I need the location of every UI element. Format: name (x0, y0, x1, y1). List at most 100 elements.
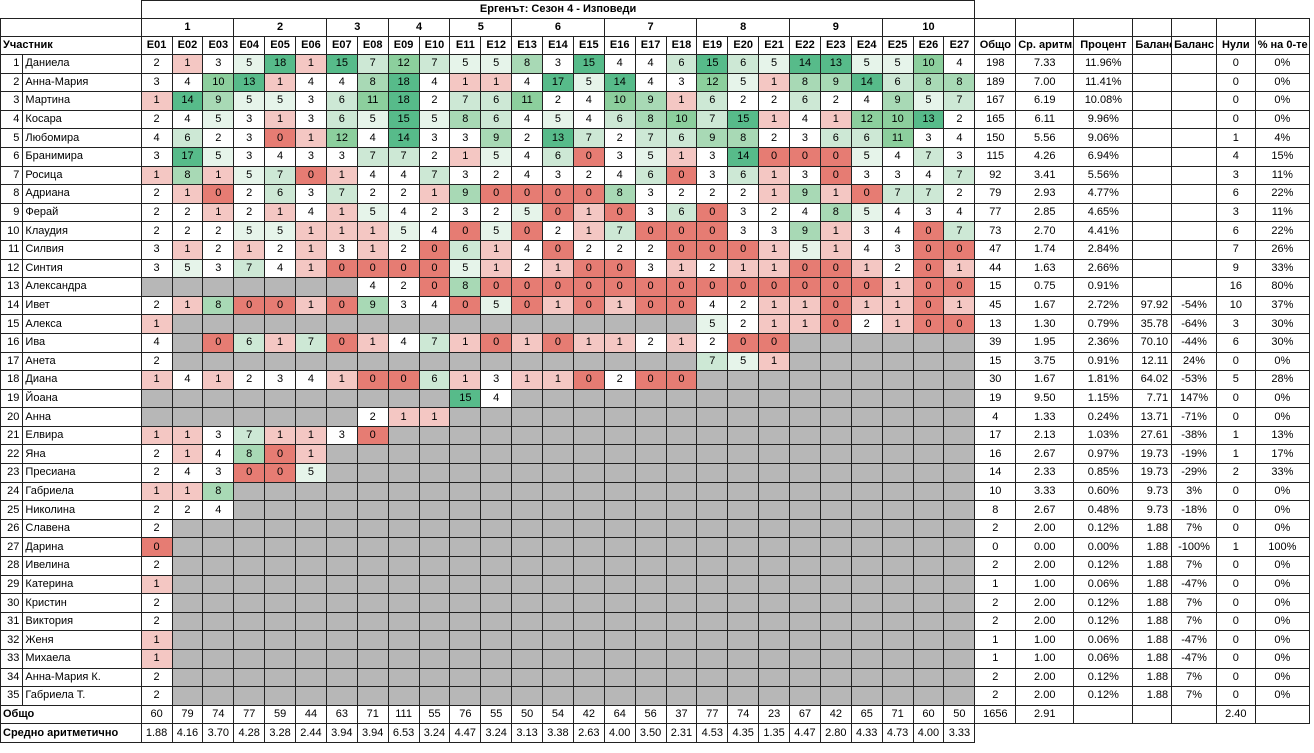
empty-cell (850, 611, 883, 632)
empty-cell (572, 593, 605, 613)
row-number: 18 (0, 370, 24, 390)
score-cell: 2 (140, 54, 173, 74)
score-cell: 5 (480, 221, 513, 241)
score-cell: 0 (943, 277, 976, 297)
episode-header: E10 (418, 36, 451, 55)
row-avg: 1.00 (1015, 630, 1075, 650)
row-balance1: 13.71 (1132, 407, 1173, 427)
score-cell: 4 (696, 295, 729, 316)
score-cell: 6 (325, 91, 358, 111)
empty-cell (943, 556, 976, 576)
score-cell: 7 (912, 146, 945, 167)
row-avg: 7.33 (1015, 54, 1075, 74)
score-cell: 3 (789, 165, 821, 186)
empty-cell (449, 314, 482, 334)
score-cell: 0 (912, 295, 945, 316)
score-cell: 4 (418, 221, 451, 241)
empty-cell (696, 444, 729, 465)
score-cell: 0 (850, 184, 883, 204)
score-cell: 0 (665, 277, 698, 297)
score-cell: 4 (387, 332, 420, 353)
score-cell: 1 (202, 165, 235, 186)
row-balance1: 9.73 (1132, 500, 1173, 520)
row-avg: 1.67 (1015, 370, 1075, 390)
empty-cell (449, 407, 482, 427)
score-cell: 6 (480, 109, 513, 130)
row-number: 21 (0, 425, 24, 446)
row-number: 35 (0, 686, 24, 706)
score-cell: 3 (696, 146, 729, 167)
score-cell: 4 (943, 128, 976, 148)
empty-cell (665, 686, 698, 706)
empty-cell (696, 463, 729, 483)
score-cell: 15 (387, 109, 420, 130)
score-cell: 2 (727, 295, 760, 316)
average-cell: 3.70 (202, 723, 235, 743)
empty-cell (542, 649, 574, 669)
row-total: 2 (974, 686, 1017, 706)
empty-cell (264, 388, 297, 409)
score-cell: 4 (202, 500, 235, 520)
totals-label: Общо (0, 704, 142, 725)
row-balance2 (1171, 202, 1217, 223)
empty-cell (943, 481, 976, 502)
empty-cell (943, 407, 976, 427)
empty-cell (634, 611, 667, 632)
empty-cell (325, 686, 358, 706)
empty-cell (819, 388, 852, 409)
empty-cell (295, 686, 327, 706)
score-cell: 0 (727, 332, 760, 353)
empty-cell (511, 481, 544, 502)
empty-cell (758, 444, 791, 465)
empty-cell (727, 388, 760, 409)
row-pct: 0.79% (1073, 314, 1134, 334)
row-avg: 2.93 (1015, 184, 1075, 204)
score-cell: 1 (418, 407, 451, 427)
score-cell: 6 (264, 184, 297, 204)
score-cell: 3 (233, 146, 266, 167)
balance2-header: Баланс (1171, 36, 1217, 55)
empty-cell (758, 518, 791, 539)
score-cell: 4 (295, 72, 327, 93)
row-total: 15 (974, 351, 1017, 372)
empty-cell (202, 351, 235, 372)
row-balance1: 1.88 (1132, 667, 1173, 688)
episode-header: E06 (295, 36, 327, 55)
row-number: 26 (0, 518, 24, 539)
empty-cell (449, 556, 482, 576)
average-cell: 3.50 (634, 723, 667, 743)
total-cell: 76 (449, 704, 482, 725)
score-cell: 4 (480, 388, 513, 409)
empty-cell (542, 425, 574, 446)
row-balance2: 147% (1171, 388, 1217, 409)
score-cell: 1 (758, 258, 791, 279)
score-cell: 7 (356, 54, 389, 74)
row-balance2: 7% (1171, 686, 1217, 706)
score-cell: 12 (696, 72, 729, 93)
row-total: 4 (974, 407, 1017, 427)
corner-blank (1, 1, 142, 19)
empty-cell (264, 351, 297, 372)
episode-header: E11 (449, 36, 482, 55)
participant-name: Пресиана (22, 463, 142, 483)
score-cell: 3 (881, 239, 914, 260)
score-cell: 2 (819, 91, 852, 111)
empty-cell (233, 574, 266, 595)
score-cell: 4 (634, 54, 667, 74)
empty-cell (264, 630, 297, 650)
empty-cell (418, 351, 451, 372)
row-balance1: 35.78 (1132, 314, 1173, 334)
score-cell: 1 (758, 351, 791, 372)
empty-cell (418, 518, 451, 539)
score-cell: 3 (665, 72, 698, 93)
empty-cell (789, 444, 821, 465)
empty-cell (542, 388, 574, 409)
empty-cell (387, 667, 420, 688)
empty-cell (603, 481, 636, 502)
score-cell: 12 (387, 54, 420, 74)
row-avg: 5.56 (1015, 128, 1075, 148)
empty-cell (233, 407, 266, 427)
empty-cell (387, 314, 420, 334)
score-cell: 1 (542, 295, 574, 316)
participant-name: Ива (22, 332, 142, 353)
